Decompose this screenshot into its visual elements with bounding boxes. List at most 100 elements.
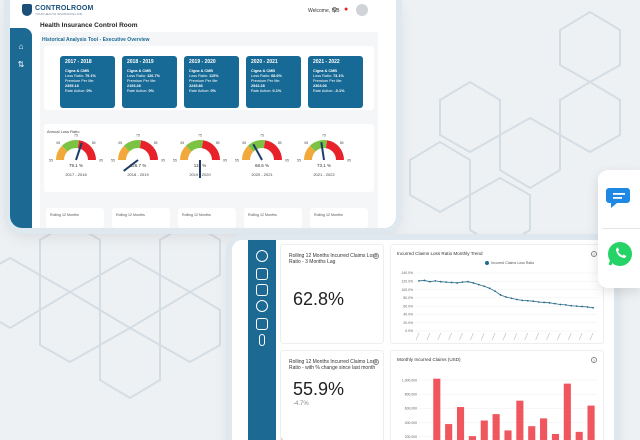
- data-point[interactable]: [494, 290, 497, 293]
- top-header: CONTROLROOM YOUR HEALTH INSURANCE HUB We…: [10, 0, 396, 22]
- data-point[interactable]: [461, 281, 464, 284]
- summary-card[interactable]: 2021 - 2022 Cigna & CMB Loss Ratio: 73.1…: [308, 56, 363, 108]
- data-point[interactable]: [543, 301, 545, 304]
- data-point[interactable]: [532, 300, 535, 303]
- data-point[interactable]: [564, 304, 567, 306]
- target-icon[interactable]: [256, 250, 268, 262]
- data-point[interactable]: [472, 282, 475, 284]
- data-point[interactable]: [548, 301, 551, 304]
- gauge-value-label: 126.7 %: [130, 163, 147, 168]
- bar[interactable]: [587, 405, 595, 440]
- data-point[interactable]: [488, 287, 491, 290]
- bell-icon[interactable]: ●: [344, 6, 349, 13]
- data-point[interactable]: [505, 296, 507, 298]
- data-point[interactable]: [515, 298, 518, 301]
- data-point[interactable]: [510, 297, 513, 300]
- bar[interactable]: [433, 378, 441, 440]
- rolling-panel: Rolling 12 Months: [178, 208, 236, 228]
- data-point[interactable]: [575, 305, 578, 308]
- gauge-value-label: 115 %: [194, 163, 206, 168]
- data-point[interactable]: [418, 279, 420, 282]
- data-point[interactable]: [537, 301, 540, 303]
- data-point[interactable]: [483, 285, 486, 288]
- info-icon[interactable]: ?: [591, 357, 597, 363]
- bar[interactable]: [516, 400, 524, 440]
- y-tick-label: 100.0%: [402, 288, 414, 292]
- bar[interactable]: [528, 426, 536, 440]
- gauge-tick-label: 75: [260, 134, 264, 138]
- bar[interactable]: [575, 431, 583, 440]
- data-point[interactable]: [423, 279, 426, 282]
- data-point[interactable]: [477, 283, 480, 286]
- data-point[interactable]: [450, 281, 453, 284]
- card-rate-action: -0.1%: [334, 89, 345, 93]
- document-icon[interactable]: [256, 284, 268, 296]
- data-point[interactable]: [521, 299, 524, 302]
- card-rate-label: Rate Action:: [127, 89, 148, 93]
- x-tick-mark: [502, 332, 507, 341]
- card-rate-label: Rate Action:: [251, 89, 272, 93]
- info-icon[interactable]: ?: [373, 359, 379, 365]
- x-tick-mark: [491, 332, 496, 341]
- data-point[interactable]: [428, 280, 431, 283]
- search-icon[interactable]: ⚲: [332, 7, 338, 14]
- data-point[interactable]: [526, 299, 529, 302]
- kpi-title: Rolling 12 Months Incurred Claims Loss R…: [289, 359, 378, 371]
- bar[interactable]: [445, 424, 453, 440]
- y-tick-label: 80.0%: [403, 296, 413, 300]
- rolling-label: Rolling 12 Months: [248, 213, 277, 217]
- data-point[interactable]: [554, 302, 556, 305]
- bar[interactable]: [551, 433, 560, 440]
- gauge-needle: [252, 143, 263, 161]
- data-point[interactable]: [439, 280, 442, 283]
- pin-icon[interactable]: [259, 334, 265, 346]
- bar[interactable]: [492, 414, 500, 440]
- report-icon[interactable]: [256, 268, 268, 280]
- bar[interactable]: [504, 430, 512, 440]
- card-loss-ratio: 73.1%: [333, 74, 344, 78]
- summary-card[interactable]: 2019 - 2020 Cigna & CMB Loss Ratio: 115%…: [184, 56, 239, 108]
- bar[interactable]: [468, 436, 476, 440]
- control-room-window: CONTROLROOM YOUR HEALTH INSURANCE HUB We…: [10, 0, 396, 228]
- y-tick-label: 1,000,000: [402, 378, 417, 382]
- sparkline-decoration: [281, 437, 284, 440]
- data-point[interactable]: [586, 306, 589, 308]
- home-icon[interactable]: ⌂: [18, 42, 24, 51]
- card-loss-label: Loss Ratio:: [251, 74, 270, 78]
- data-point[interactable]: [456, 282, 458, 284]
- data-point[interactable]: [592, 306, 594, 309]
- kpi-title: Rolling 12 Months Incurred Claims Loss R…: [289, 253, 378, 265]
- avatar[interactable]: [356, 4, 368, 16]
- data-point[interactable]: [445, 281, 448, 284]
- summary-card[interactable]: 2017 - 2018 Cigna & CMB Loss Ratio: 79.1…: [60, 56, 115, 108]
- line-chart-panel: Incurred Claims Loss Ratio Monthly Trend…: [390, 244, 604, 344]
- bar[interactable]: [540, 418, 548, 440]
- gauge-tick-label: 85: [216, 141, 220, 145]
- bar[interactable]: [456, 407, 465, 440]
- data-point[interactable]: [499, 294, 502, 296]
- data-point[interactable]: [581, 305, 584, 308]
- info-icon[interactable]: ?: [591, 251, 597, 257]
- chat-bubble-icon[interactable]: [606, 184, 634, 212]
- table-icon[interactable]: [256, 318, 268, 330]
- x-tick-mark: [567, 332, 572, 341]
- card-rate-action: 0.1%: [272, 89, 282, 93]
- main-content: Historical Analysis Tool - Executive Ove…: [40, 32, 378, 228]
- section-title: Historical Analysis Tool - Executive Ove…: [42, 37, 150, 43]
- bar[interactable]: [563, 383, 571, 440]
- data-point[interactable]: [570, 304, 573, 307]
- line-chart-title: Incurred Claims Loss Ratio Monthly Trend: [397, 251, 483, 256]
- gauge-value-label: 68.6 %: [255, 163, 269, 168]
- bar[interactable]: [480, 420, 488, 440]
- summary-card[interactable]: 2018 - 2019 Cigna & CMB Loss Ratio: 126.…: [122, 56, 177, 108]
- info-icon[interactable]: ?: [373, 253, 379, 259]
- data-point[interactable]: [467, 280, 469, 283]
- data-point[interactable]: [434, 279, 437, 282]
- pie-chart-icon[interactable]: [256, 300, 268, 312]
- whatsapp-icon[interactable]: [606, 240, 634, 268]
- pin-icon[interactable]: ⇅: [17, 60, 25, 69]
- data-point[interactable]: [559, 303, 562, 306]
- summary-card[interactable]: 2020 - 2021 Cigna & CMB Loss Ratio: 68.6…: [246, 56, 301, 108]
- card-carrier: Cigna & CMB: [251, 69, 276, 73]
- gauges-title: Annual Loss Ratio: [47, 129, 80, 134]
